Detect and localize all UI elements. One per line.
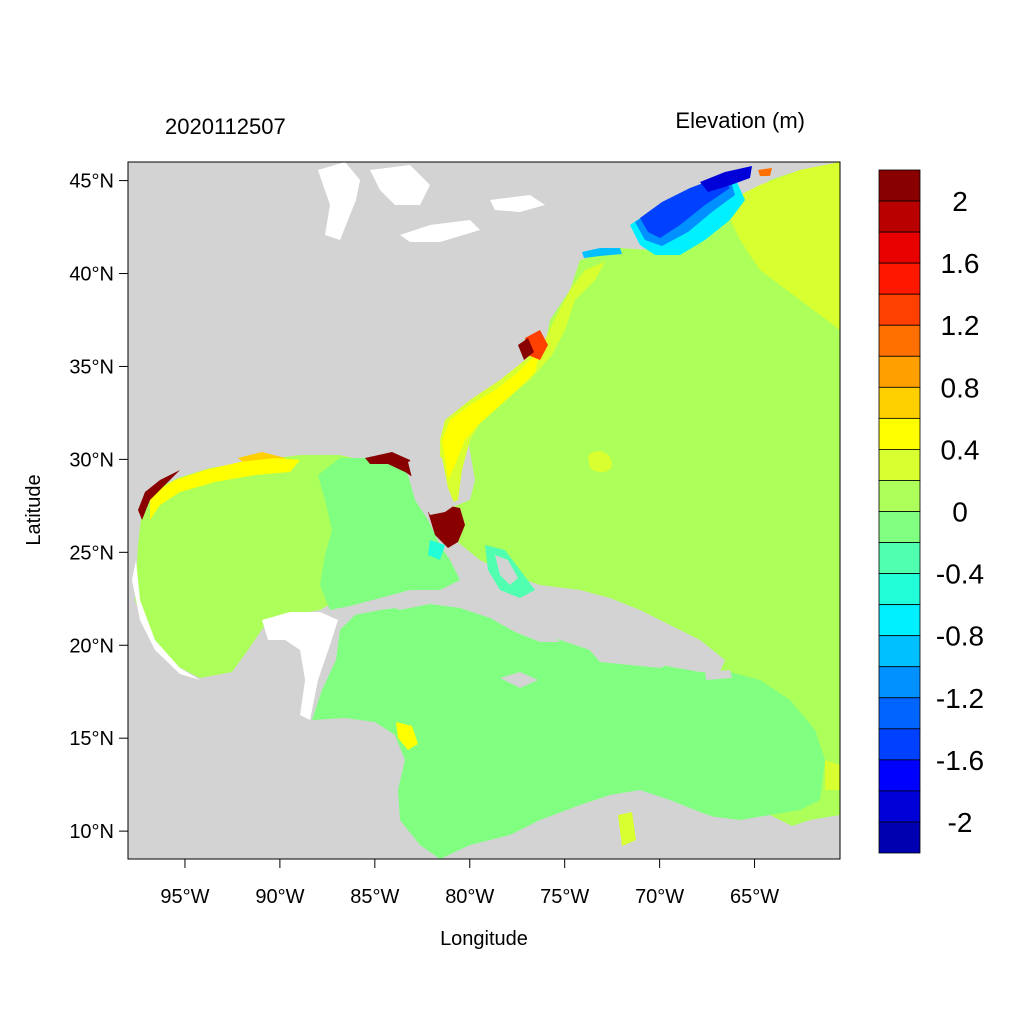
gulf-of-mexico-east: [318, 458, 460, 610]
gulf-of-maine-core: [700, 166, 752, 192]
colorbar-label: 0: [952, 497, 968, 528]
colorbar-swatch: [878, 604, 921, 637]
colorbar-swatch: [878, 231, 921, 264]
atlantic-patch: [588, 450, 612, 473]
x-tick-label: 80°W: [445, 886, 494, 908]
texas-coast-surge: [138, 470, 180, 520]
colorbar-swatch: [878, 169, 921, 202]
x-tick-label: 90°W: [255, 886, 304, 908]
colorbar-swatch: [878, 449, 921, 481]
map-panel: [128, 162, 840, 859]
jamaica: [500, 672, 538, 688]
colorbar-label: 1.6: [941, 248, 980, 279]
caribbean-sea: [312, 600, 825, 859]
y-tick-label: 40°N: [69, 264, 114, 286]
map-frame: [127, 161, 841, 860]
colorbar: [878, 169, 921, 854]
gulf-of-mexico-west: [135, 455, 390, 678]
colorbar-swatch: [878, 511, 921, 543]
colorbar-swatch: [878, 386, 921, 419]
hispaniola: [585, 640, 680, 668]
y-tick-label: 45°N: [69, 171, 114, 193]
x-axis-label: Longitude: [440, 928, 528, 950]
colorbar-label: -0.4: [936, 559, 984, 590]
florida-keys-low: [428, 540, 445, 560]
colorbar-swatch: [878, 790, 921, 823]
colorbar-swatch: [878, 697, 921, 730]
y-tick-label: 15°N: [69, 728, 114, 750]
y-tick-label: 35°N: [69, 356, 114, 378]
colorbar-swatch: [878, 821, 921, 854]
honduras-patch: [396, 722, 418, 750]
x-tick-label: 65°W: [730, 886, 779, 908]
big-bend-surge: [365, 452, 414, 478]
atlantic-northeast: [728, 162, 840, 330]
y-tick-label: 20°N: [69, 635, 114, 657]
x-axis: 95°W 90°W 85°W 80°W 75°W 70°W 65°W: [160, 859, 779, 908]
great-lakes: [318, 162, 545, 242]
florida-peninsula: [408, 452, 455, 515]
colorbar-swatch: [878, 355, 921, 388]
yucatan-peninsula: [230, 640, 305, 720]
colorbar-swatch: [878, 480, 921, 512]
x-tick-label: 75°W: [540, 886, 589, 908]
x-tick-label: 70°W: [635, 886, 684, 908]
colorbar-swatch: [878, 262, 921, 295]
carolina-coast: [442, 350, 540, 480]
y-axis: 45°N 40°N 35°N 30°N 25°N 20°N 15°N 10°N: [69, 171, 128, 843]
colorbar-swatch: [878, 666, 921, 699]
colorbar-swatch: [878, 293, 921, 326]
x-tick-label: 85°W: [350, 886, 399, 908]
east-caribbean-patch: [825, 760, 840, 790]
colorbar-label: -1.2: [936, 683, 984, 714]
y-tick-label: 10°N: [69, 821, 114, 843]
colorbar-labels: 2 1.6 1.2 0.8 0.4 0 -0.4 -0.8 -1.2 -1.6 -2: [936, 186, 984, 838]
colorbar-swatch: [878, 324, 921, 357]
title-left: 2020112507: [165, 114, 286, 139]
yucatan-coast: [262, 612, 338, 720]
colorbar-swatch: [878, 759, 921, 792]
title-right: Elevation (m): [675, 108, 805, 133]
colorbar-swatch: [878, 542, 921, 574]
colorbar-label: -0.8: [936, 621, 984, 652]
colorbar-swatch: [878, 728, 921, 761]
y-tick-label: 30°N: [69, 449, 114, 471]
gulf-coast-band: [150, 458, 300, 520]
colorbar-label: 0.8: [941, 372, 980, 403]
colorbar-swatch: [878, 417, 921, 450]
cuba: [385, 588, 560, 642]
bay-of-fundy-high: [758, 168, 772, 176]
long-island-low: [582, 248, 622, 258]
colorbar-label: 2: [952, 186, 968, 217]
x-tick-label: 95°W: [160, 886, 209, 908]
colorbar-label: -2: [948, 807, 973, 838]
chesapeake-outline: [518, 338, 534, 360]
colorbar-label: 0.4: [941, 434, 980, 465]
mexico-west-coast: [132, 560, 200, 680]
colorbar-swatch: [878, 200, 921, 233]
colorbar-label: 1.2: [941, 310, 980, 341]
y-tick-label: 25°N: [69, 542, 114, 564]
colorbar-label: -1.6: [936, 745, 984, 776]
gulf-of-maine: [640, 176, 730, 238]
colorbar-swatch: [878, 635, 921, 668]
puerto-rico: [705, 670, 732, 680]
maracaibo: [618, 812, 636, 846]
south-florida-surge: [428, 505, 465, 548]
y-axis-label: Latitude: [23, 474, 45, 545]
south-america: [440, 790, 840, 859]
colorbar-swatch: [878, 573, 921, 606]
bahamas-island: [495, 555, 518, 585]
